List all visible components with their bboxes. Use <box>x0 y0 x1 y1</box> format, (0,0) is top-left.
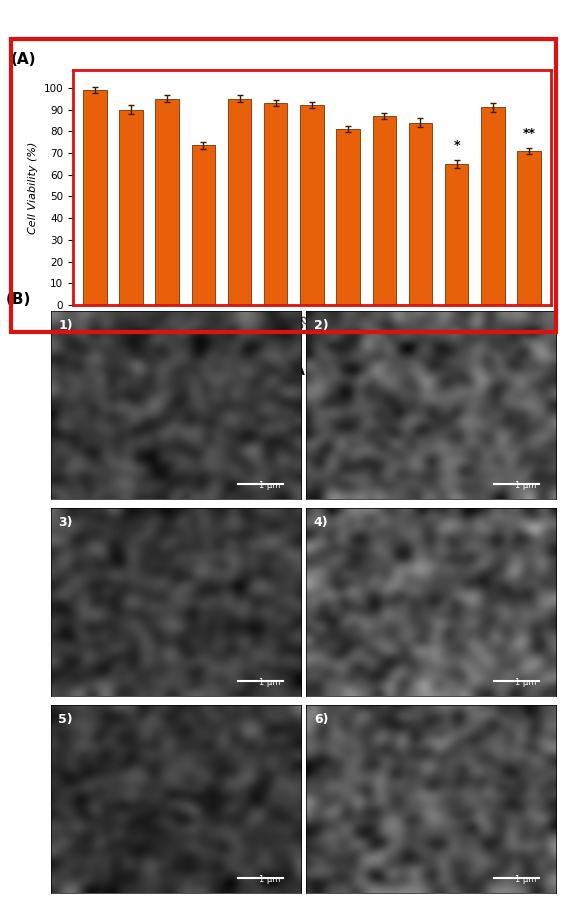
Bar <box>192 145 215 305</box>
Bar <box>409 123 432 305</box>
Text: 4): 4) <box>314 516 328 529</box>
Text: 3): 3) <box>58 516 72 529</box>
Text: 1): 1) <box>58 318 72 332</box>
Text: 1 μm: 1 μm <box>259 875 280 884</box>
Bar <box>119 109 143 305</box>
Text: 1 μm: 1 μm <box>515 875 536 884</box>
Bar <box>228 98 251 305</box>
Bar <box>445 164 469 305</box>
Text: 5): 5) <box>58 713 72 725</box>
Y-axis label: Cell Viability (%): Cell Viability (%) <box>28 142 38 234</box>
Bar <box>264 103 288 305</box>
Text: *: * <box>454 139 460 152</box>
Bar <box>373 116 396 305</box>
Bar <box>517 151 541 305</box>
Text: 1 μm: 1 μm <box>259 677 280 686</box>
Text: 2): 2) <box>314 318 328 332</box>
Bar <box>83 90 107 305</box>
Bar <box>155 98 179 305</box>
Text: 1 μm: 1 μm <box>515 677 536 686</box>
Bar <box>336 129 360 305</box>
Bar <box>300 106 324 305</box>
Text: 6): 6) <box>314 713 328 725</box>
Text: 1 μm: 1 μm <box>515 481 536 490</box>
Bar <box>481 107 505 305</box>
Text: (A): (A) <box>11 51 37 67</box>
Text: **: ** <box>523 127 536 140</box>
X-axis label: BC:PMMA ratio (wt%): BC:PMMA ratio (wt%) <box>241 365 383 378</box>
Text: (B): (B) <box>6 291 31 307</box>
Text: 1 μm: 1 μm <box>259 481 280 490</box>
